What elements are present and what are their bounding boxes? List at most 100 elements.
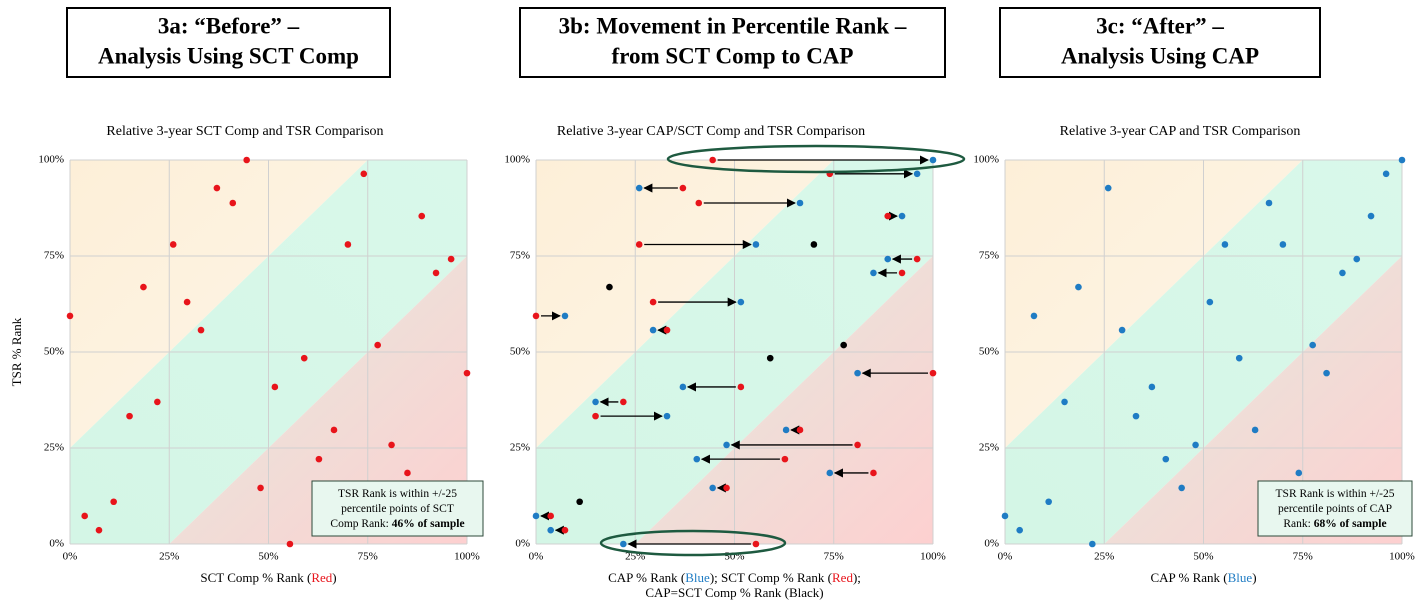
point-after	[723, 441, 730, 449]
point-before	[870, 469, 877, 477]
point-unchanged	[840, 341, 847, 349]
point-after	[796, 199, 804, 207]
point	[169, 241, 177, 248]
label-part: Red	[832, 570, 853, 585]
point	[404, 469, 411, 477]
label-part: CAP=SCT Comp % Rank (Black)	[645, 585, 823, 600]
point	[243, 156, 250, 164]
point-unchanged	[810, 241, 818, 248]
point-before	[532, 312, 540, 320]
x-axis-label: CAP % Rank (Blue)	[1150, 570, 1256, 585]
point-before	[679, 184, 687, 192]
y-tick-label: 50%	[979, 346, 999, 358]
point	[1148, 383, 1156, 391]
point	[1206, 298, 1214, 306]
y-tick-label: 25%	[44, 442, 64, 454]
point-before	[663, 326, 671, 334]
point	[360, 170, 368, 178]
point-after	[620, 540, 627, 548]
point-unchanged	[606, 283, 613, 291]
point	[1265, 199, 1273, 207]
y-tick-label: 100%	[504, 154, 530, 166]
label-part: 68% of sample	[1314, 518, 1387, 530]
point-before	[781, 455, 789, 463]
point-after	[929, 156, 937, 164]
note-box	[311, 480, 484, 537]
point	[1382, 170, 1390, 178]
x-axis-label: CAP % Rank (Blue); SCT Comp % Rank (Red)…	[608, 570, 861, 585]
x-axis-label: SCT Comp % Rank (Red)	[200, 570, 336, 585]
point	[1132, 412, 1140, 420]
band-below	[635, 256, 933, 544]
y-tick-label: 0%	[984, 538, 999, 550]
label-part: )	[1252, 570, 1256, 585]
heading: from SCT Comp to CAP	[612, 43, 854, 68]
point	[154, 398, 161, 406]
label-part: Blue	[685, 570, 710, 585]
point-after	[854, 369, 861, 377]
point	[110, 498, 117, 506]
point	[271, 383, 279, 391]
label-part: CAP % Rank (	[1150, 570, 1227, 585]
highlight-ellipse	[599, 529, 787, 557]
heading: 3b: Movement in Percentile Rank –	[559, 13, 907, 38]
y-tick-label: 0%	[515, 538, 530, 550]
point	[344, 241, 352, 248]
point	[257, 484, 264, 492]
point-unchanged	[576, 498, 583, 506]
point	[1323, 369, 1330, 377]
x-tick-label: 0%	[63, 551, 78, 563]
heading-box	[519, 7, 946, 78]
point-before	[695, 199, 703, 207]
point	[418, 212, 426, 220]
point-before	[854, 441, 861, 449]
highlight-ellipse	[666, 144, 966, 174]
label-part: Blue	[1228, 570, 1253, 585]
band-below	[169, 256, 467, 544]
point	[1309, 341, 1316, 349]
point	[1339, 269, 1346, 277]
point-after	[679, 383, 687, 391]
point-before	[547, 512, 554, 520]
point-after	[663, 412, 671, 420]
point	[1251, 426, 1259, 434]
point	[1235, 354, 1243, 362]
point-after	[870, 269, 877, 277]
note-text: Comp Rank: 46% of sample	[330, 518, 464, 530]
note-text: TSR Rank is within +/-25	[1276, 488, 1395, 500]
point-after	[561, 312, 569, 320]
x-tick-label: 0%	[529, 551, 544, 563]
y-tick-label: 100%	[973, 154, 999, 166]
point-after	[532, 512, 540, 520]
x-tick-label: 75%	[1293, 551, 1313, 563]
point-before	[898, 269, 906, 277]
note-box	[1257, 480, 1413, 537]
x-tick-label: 50%	[1193, 551, 1213, 563]
point	[1279, 241, 1287, 248]
point-before	[796, 426, 804, 434]
heading: Analysis Using CAP	[1061, 43, 1259, 68]
point	[183, 298, 191, 306]
point	[330, 426, 338, 434]
point	[447, 255, 455, 263]
y-tick-label: 100%	[38, 154, 64, 166]
point-after	[898, 212, 906, 220]
y-tick-label: 50%	[44, 346, 64, 358]
chart-title: Relative 3-year CAP/SCT Comp and TSR Com…	[557, 124, 865, 139]
point-before	[592, 412, 599, 420]
label-part: Red	[311, 570, 332, 585]
point-before	[709, 156, 716, 164]
point-before	[620, 398, 627, 406]
point-before	[913, 255, 921, 263]
point	[1178, 484, 1185, 492]
point	[1295, 469, 1303, 477]
y-tick-label: 25%	[510, 442, 530, 454]
x-tick-label: 100%	[1389, 551, 1415, 563]
point	[1030, 312, 1038, 320]
point	[126, 412, 133, 420]
point-after	[709, 484, 716, 492]
point	[81, 512, 88, 520]
label-part: Rank:	[1283, 518, 1313, 530]
point	[140, 283, 147, 291]
